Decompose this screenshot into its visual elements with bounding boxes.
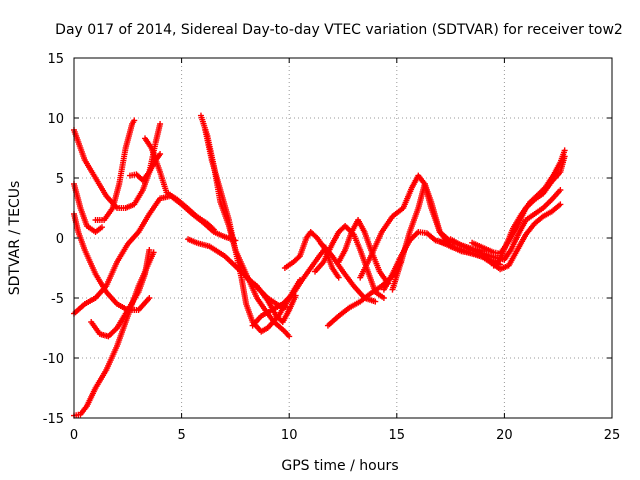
data-point xyxy=(295,254,302,261)
series-track-7 xyxy=(92,117,138,223)
data-point xyxy=(286,333,293,340)
x-tick-label: 10 xyxy=(281,428,298,443)
series-track-13 xyxy=(243,274,299,325)
x-tick-label: 20 xyxy=(496,428,513,443)
data-point xyxy=(157,151,164,157)
y-tick-label: 5 xyxy=(56,172,64,187)
y-tick-label: 10 xyxy=(47,112,64,127)
data-point xyxy=(557,187,564,193)
y-tick-label: 15 xyxy=(47,52,64,67)
series-track-6 xyxy=(88,247,153,340)
data-point xyxy=(157,121,164,127)
y-tick-label: -10 xyxy=(43,352,64,367)
data-point xyxy=(561,147,568,154)
data-point xyxy=(557,201,564,208)
data-point xyxy=(495,257,502,264)
data-point xyxy=(380,295,387,301)
y-tick-label: -15 xyxy=(43,412,64,427)
data-point xyxy=(146,247,153,253)
data-point xyxy=(98,224,105,231)
grid xyxy=(74,58,612,418)
x-tick-label: 0 xyxy=(70,428,78,443)
data-marks xyxy=(71,112,568,419)
chart-title: Day 017 of 2014, Sidereal Day-to-day VTE… xyxy=(55,22,623,38)
data-point xyxy=(372,298,379,305)
x-axis-label: GPS time / hours xyxy=(281,458,398,474)
data-point xyxy=(210,226,217,233)
x-tick-label: 25 xyxy=(604,428,621,443)
series-track-25 xyxy=(469,153,568,257)
series-track-26 xyxy=(490,147,568,269)
series-track-2 xyxy=(71,181,105,235)
y-axis-label: SDTVAR / TECUs xyxy=(7,181,23,296)
y-tick-label: 0 xyxy=(56,232,64,247)
series-track-14 xyxy=(249,244,329,329)
x-tick-label: 5 xyxy=(177,428,185,443)
data-point xyxy=(335,274,342,281)
data-point xyxy=(146,295,153,301)
axis-ticks: 0 5 10 15 20 25 -15 -10 -5 0 5 10 15 xyxy=(43,52,621,443)
data-point xyxy=(209,225,216,232)
series-track-9 xyxy=(142,135,217,233)
x-tick-label: 15 xyxy=(389,428,406,443)
y-tick-label: -5 xyxy=(51,292,64,307)
data-point xyxy=(131,117,138,124)
